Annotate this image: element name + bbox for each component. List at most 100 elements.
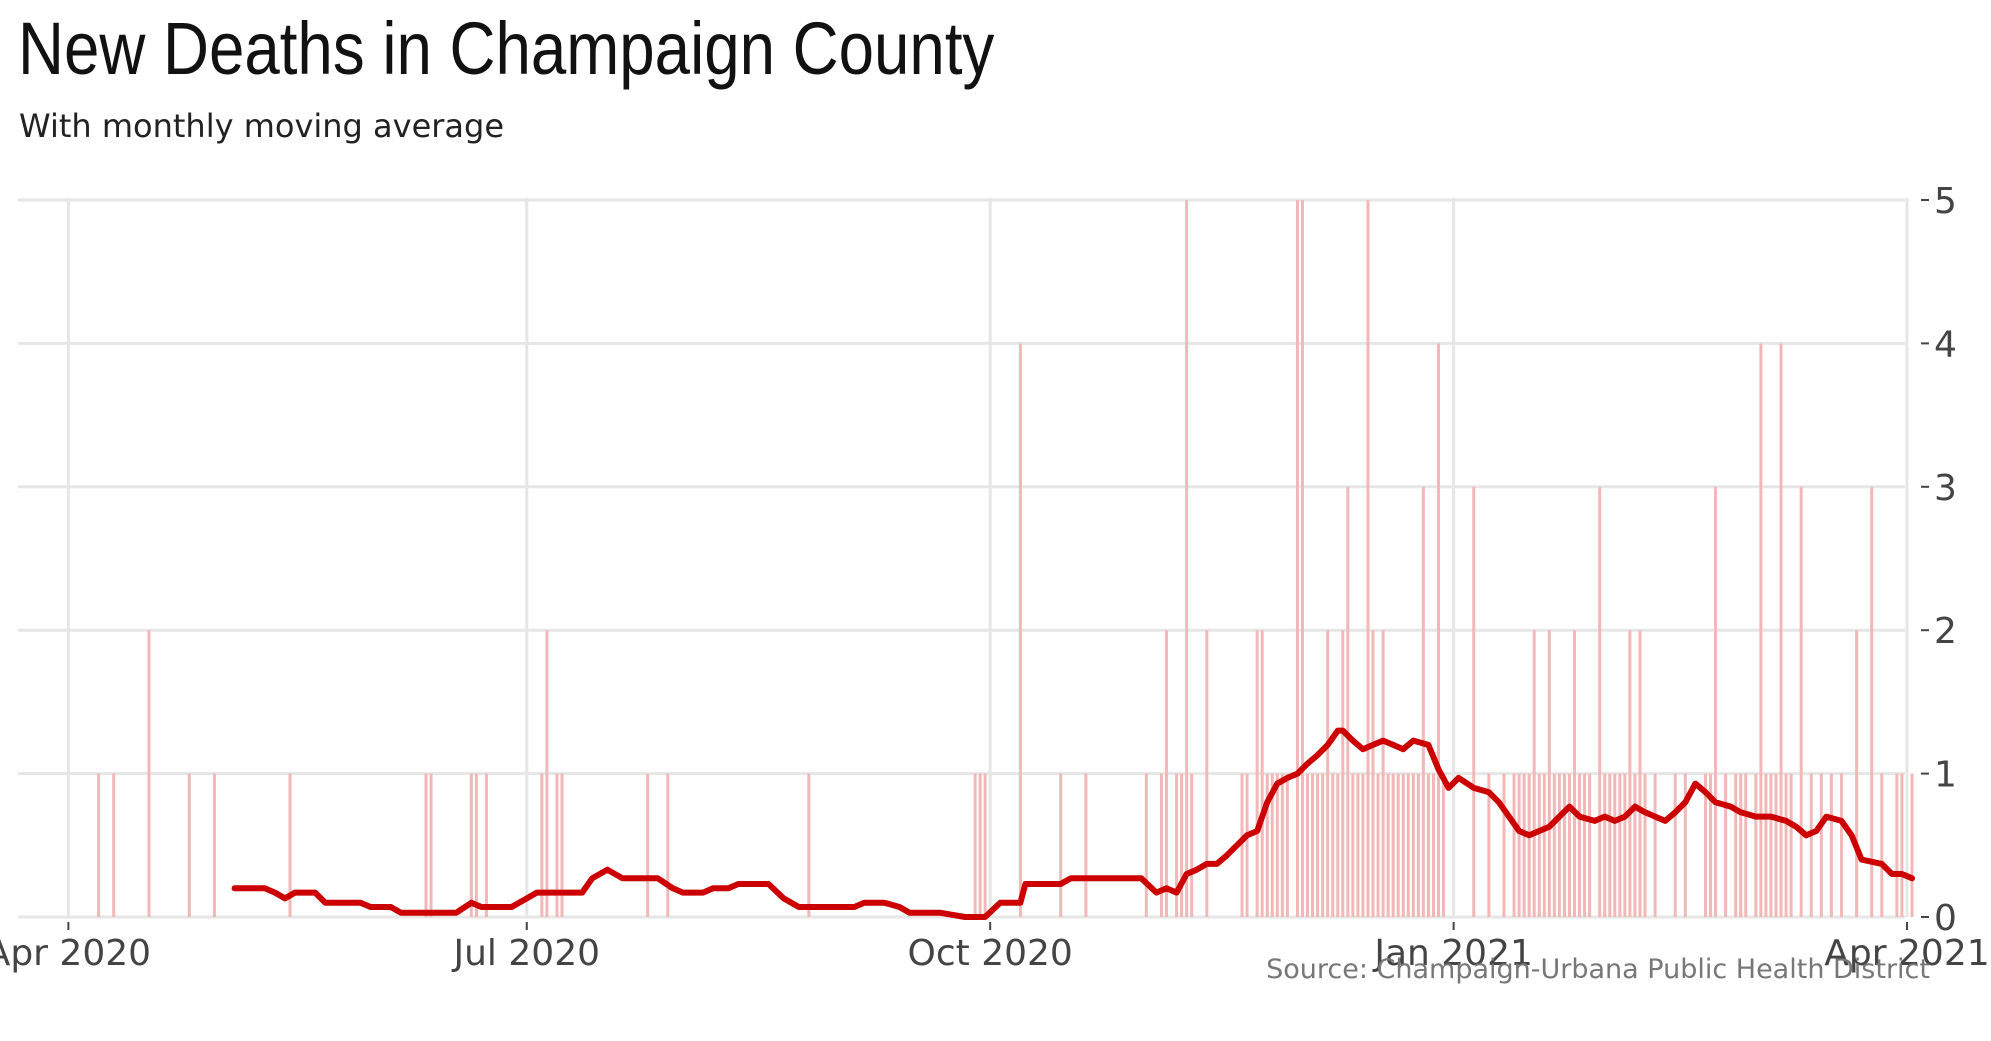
daily-death-bar: [1779, 343, 1783, 917]
daily-death-bar: [1270, 773, 1274, 917]
daily-death-bar: [212, 773, 216, 917]
daily-death-bar: [187, 773, 191, 917]
daily-death-bar: [1527, 773, 1531, 917]
y-tick-label: 2: [1934, 611, 1957, 652]
daily-death-bar: [97, 773, 101, 917]
daily-death-bar: [1759, 343, 1763, 917]
daily-death-bar: [1240, 773, 1244, 917]
daily-death-bar: [1855, 630, 1859, 917]
daily-death-bar: [1411, 773, 1415, 917]
daily-death-bar: [1416, 773, 1420, 917]
daily-death-bar: [1326, 630, 1330, 917]
daily-death-bar: [1799, 486, 1803, 917]
daily-death-bar: [1190, 773, 1194, 917]
daily-death-bar: [1734, 773, 1738, 917]
daily-death-bar: [1603, 773, 1607, 917]
daily-death-bar: [978, 773, 982, 917]
daily-death-bar: [1391, 773, 1395, 917]
daily-death-bar: [484, 773, 488, 917]
daily-death-bar: [1442, 773, 1446, 917]
daily-death-bar: [1588, 773, 1592, 917]
daily-death-bar: [1522, 773, 1526, 917]
daily-death-bar: [1567, 773, 1571, 917]
daily-death-bar: [1895, 773, 1899, 917]
daily-death-bar: [1018, 343, 1022, 917]
daily-death-bar: [1839, 773, 1843, 917]
daily-death-bar: [983, 773, 987, 917]
daily-death-bar: [1316, 773, 1320, 917]
daily-death-bar: [1426, 773, 1430, 917]
daily-death-bar: [1285, 773, 1289, 917]
daily-death-bar: [1623, 773, 1627, 917]
daily-death-bar: [1573, 630, 1577, 917]
daily-death-bar: [1341, 630, 1345, 917]
daily-death-bar: [1900, 773, 1904, 917]
daily-death-bar: [1809, 773, 1813, 917]
daily-death-bar: [469, 773, 473, 917]
daily-death-bar: [1910, 773, 1914, 917]
x-tick-label: Oct 2020: [908, 933, 1073, 974]
daily-death-bar: [1306, 773, 1310, 917]
daily-death-bar: [1628, 630, 1632, 917]
daily-death-bar: [1724, 773, 1728, 917]
daily-death-bar: [1300, 200, 1304, 917]
y-tick-label: 1: [1934, 755, 1957, 796]
daily-death-bar: [1381, 630, 1385, 917]
daily-death-bar: [545, 630, 549, 917]
daily-death-bar: [1542, 773, 1546, 917]
daily-death-bar: [666, 773, 670, 917]
daily-death-bar: [147, 630, 151, 917]
y-tick-label: 4: [1934, 324, 1957, 365]
daily-death-bar: [807, 773, 811, 917]
daily-death-bar: [1653, 773, 1657, 917]
x-tick-label: Apr 2021: [1824, 933, 1989, 974]
daily-death-bar: [1144, 773, 1148, 917]
daily-death-bar: [973, 773, 977, 917]
daily-death-bar: [1487, 773, 1491, 917]
daily-death-bar: [1180, 773, 1184, 917]
daily-death-bar: [1618, 773, 1622, 917]
daily-death-bar: [646, 773, 650, 917]
daily-death-bar: [1517, 773, 1521, 917]
daily-death-bar: [1376, 773, 1380, 917]
daily-death-bar: [1255, 630, 1259, 917]
daily-death-bar: [1205, 630, 1209, 917]
x-tick-label: Jan 2021: [1372, 933, 1533, 974]
daily-death-bar: [1401, 773, 1405, 917]
daily-death-bar: [1608, 773, 1612, 917]
daily-death-bar: [1295, 200, 1299, 917]
daily-death-bar: [1870, 486, 1874, 917]
daily-death-bar: [288, 773, 292, 917]
daily-death-bar: [1336, 773, 1340, 917]
daily-death-bar: [1744, 773, 1748, 917]
daily-death-bar: [112, 773, 116, 917]
daily-death-bar: [1739, 773, 1743, 917]
daily-death-bar: [1547, 630, 1551, 917]
x-axis-ticks: Apr 2020 Jul 2020 Oct 2020 Jan 2021 Apr 2021: [0, 922, 1990, 974]
daily-death-bar: [424, 773, 428, 917]
daily-death-bar: [1406, 773, 1410, 917]
daily-death-bar: [1774, 773, 1778, 917]
daily-death-bar: [1552, 773, 1556, 917]
daily-death-bar: [1245, 773, 1249, 917]
y-axis-ticks: 0 1 2 3 4 5: [1921, 181, 1957, 939]
daily-death-bar: [1265, 773, 1269, 917]
moving-average-line: [231, 727, 1915, 920]
daily-death-bar: [1331, 773, 1335, 917]
y-tick-label: 3: [1934, 468, 1957, 509]
daily-death-bar: [1502, 773, 1506, 917]
moving-average-path: [231, 727, 1915, 920]
chart-title: New Deaths in Champaign County: [18, 7, 995, 90]
daily-death-bar: [1159, 773, 1163, 917]
daily-death-bar: [1371, 630, 1375, 917]
daily-death-bar: [1431, 773, 1435, 917]
daily-death-bar: [1562, 773, 1566, 917]
daily-death-bar: [1164, 630, 1168, 917]
daily-death-bar: [540, 773, 544, 917]
daily-death-bar: [1361, 773, 1365, 917]
daily-death-bar: [555, 773, 559, 917]
daily-death-bar: [1769, 773, 1773, 917]
daily-death-bar: [474, 773, 478, 917]
chart-source: Source: Champaign-Urbana Public Health D…: [1266, 954, 1930, 985]
y-tick-label: 0: [1934, 898, 1957, 939]
